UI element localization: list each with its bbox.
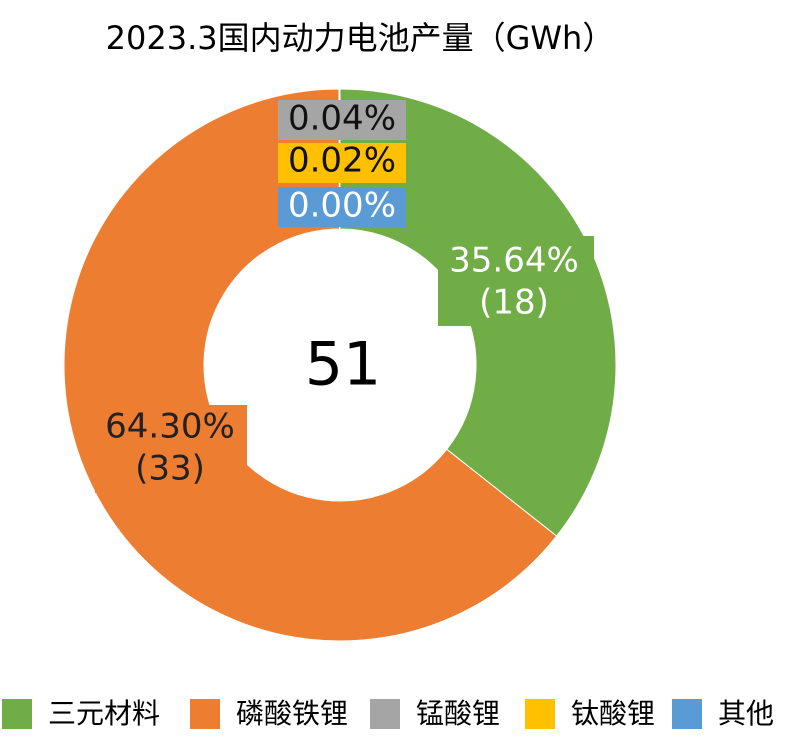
label-box bbox=[95, 405, 247, 493]
value-label: 0.00% bbox=[288, 186, 396, 226]
legend-swatch bbox=[190, 699, 220, 729]
center-total: 51 bbox=[305, 330, 381, 400]
chart-title: 2023.3国内动力电池产量（GWh） bbox=[106, 19, 615, 57]
label-box bbox=[278, 100, 406, 140]
label-box bbox=[438, 236, 594, 326]
legend-label: 钛酸锂 bbox=[571, 697, 655, 730]
legend-label: 锰酸锂 bbox=[416, 697, 500, 730]
value-label: 35.64% bbox=[449, 241, 579, 281]
legend-label: 其他 bbox=[718, 697, 774, 730]
amount-label: (33) bbox=[135, 449, 205, 489]
amount-label: (18) bbox=[479, 283, 549, 323]
legend-label: 三元材料 bbox=[48, 697, 160, 730]
legend-swatch bbox=[672, 699, 702, 729]
label-box bbox=[278, 143, 406, 183]
slice bbox=[63, 88, 558, 642]
legend-label: 磷酸铁锂 bbox=[236, 697, 348, 730]
value-label: 0.04% bbox=[288, 99, 396, 139]
legend-swatch bbox=[2, 699, 32, 729]
value-label: 64.30% bbox=[105, 407, 235, 447]
label-box bbox=[278, 187, 406, 227]
legend-swatch bbox=[370, 699, 400, 729]
legend-swatch bbox=[525, 699, 555, 729]
value-label: 0.02% bbox=[288, 141, 396, 181]
